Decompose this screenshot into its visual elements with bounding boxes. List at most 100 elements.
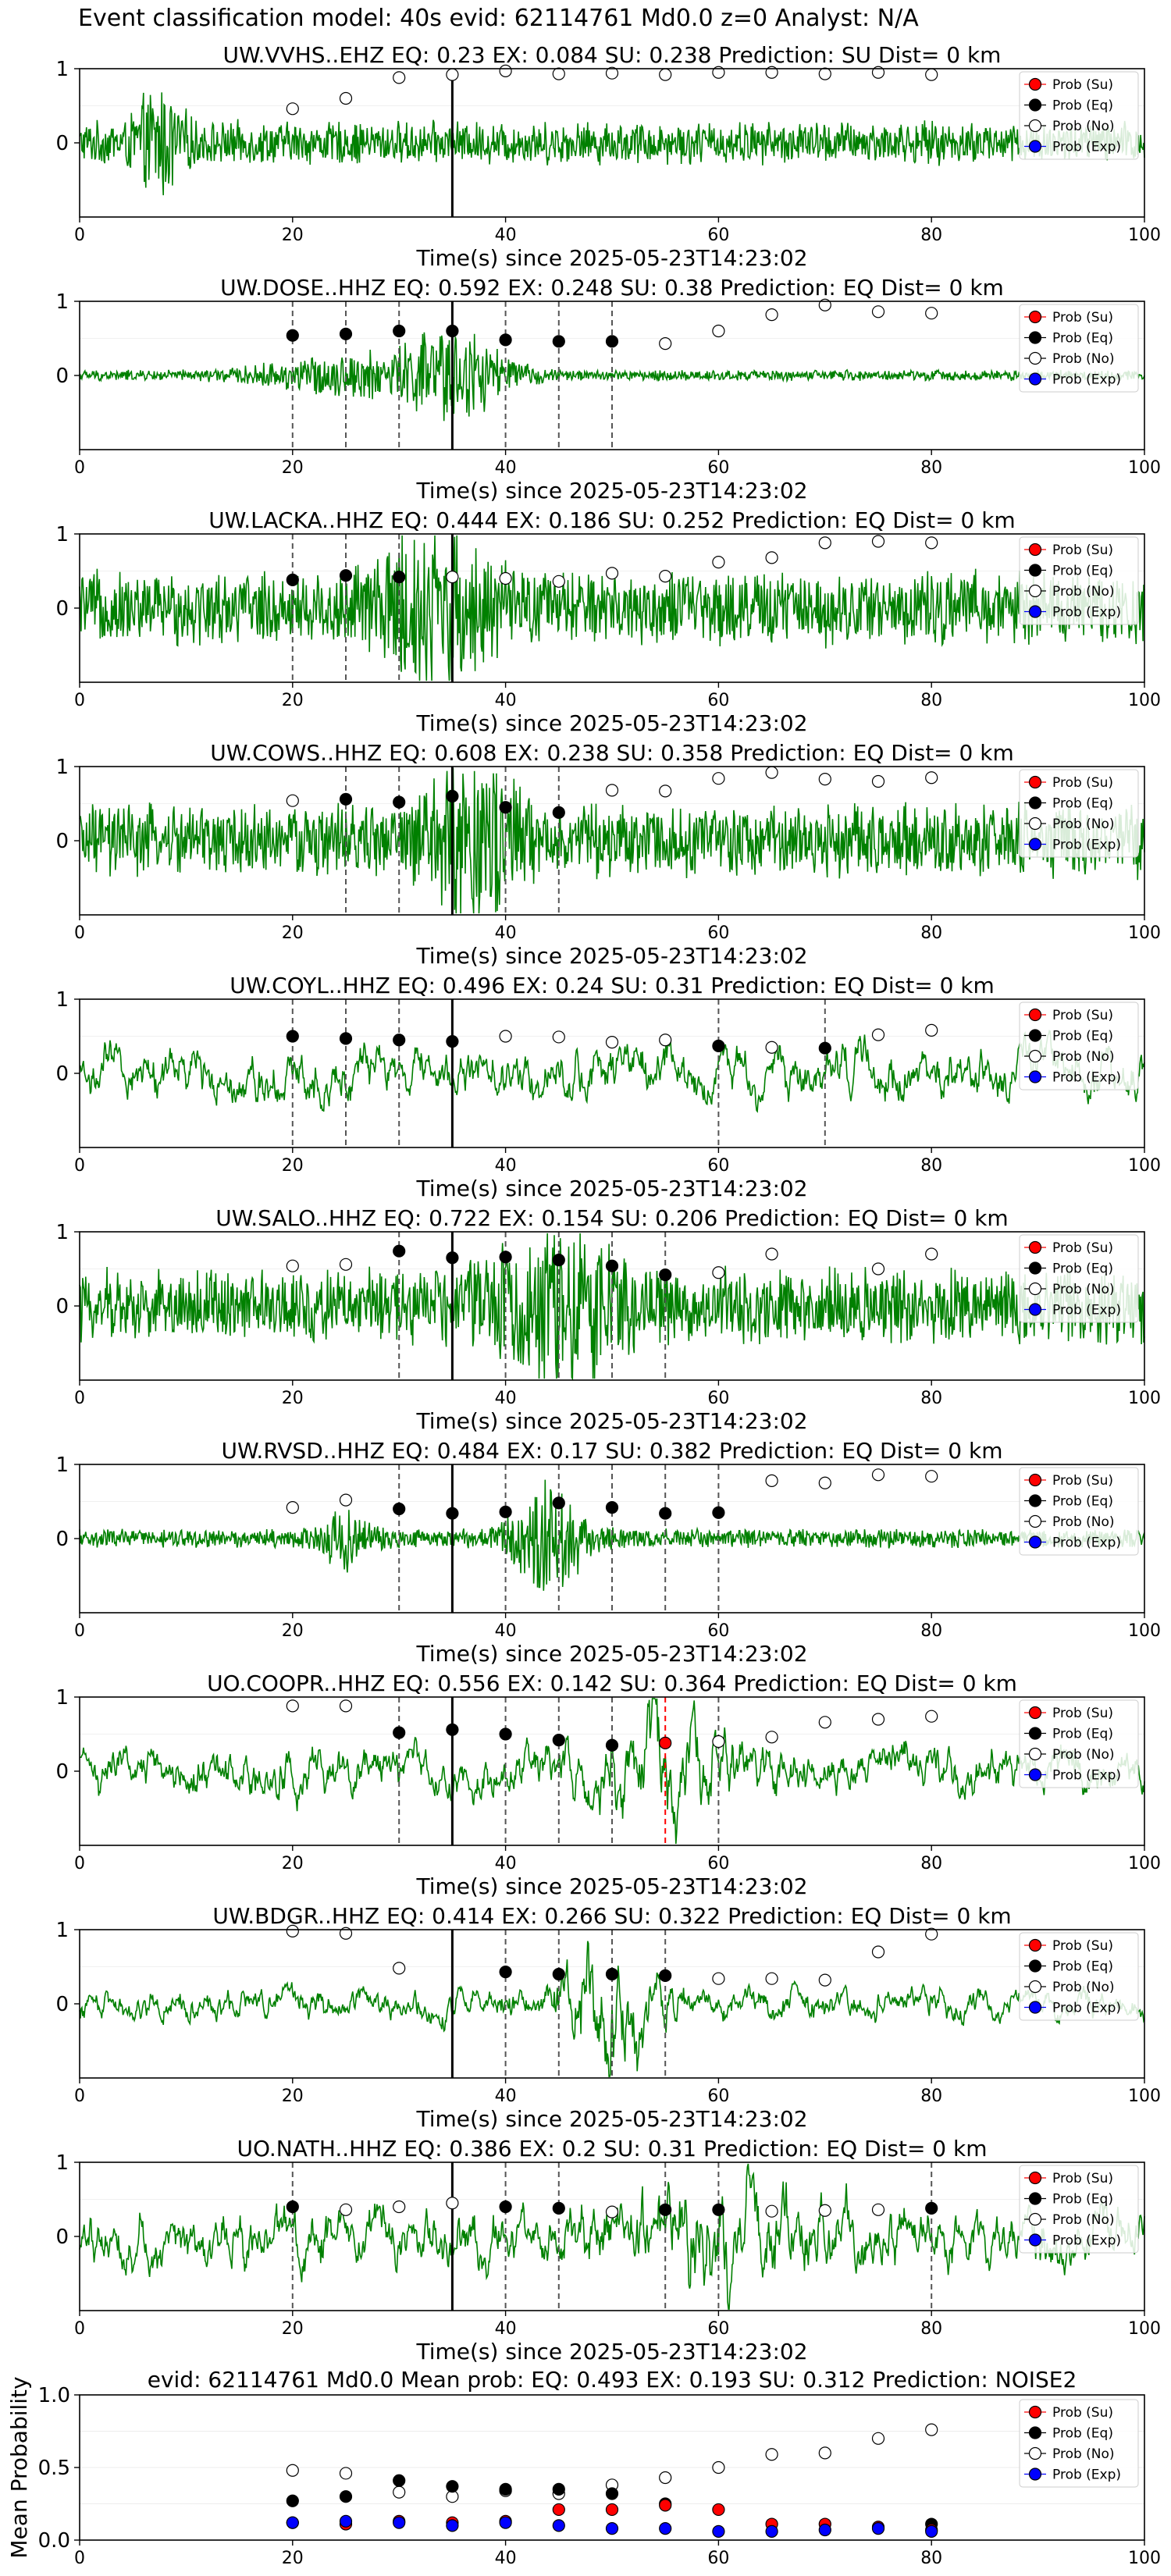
prob-marker-eq (393, 570, 406, 584)
waveform-trace-1 (79, 332, 1145, 422)
legend-marker (1028, 2171, 1042, 2185)
mean-marker-no (286, 2464, 299, 2477)
prob-marker-eq (393, 1502, 406, 1516)
prob-marker-no (871, 1262, 885, 1276)
prob-marker-no (339, 1493, 353, 1507)
prob-marker-no (871, 1028, 885, 1041)
y-tick-label: 0 (55, 1993, 69, 2016)
prob-marker-eq (605, 1738, 619, 1752)
prob-marker-no (339, 1258, 353, 1271)
mean-marker-exp (605, 2522, 619, 2535)
x-tick-label: 60 (707, 2087, 729, 2106)
y-tick-label: 0 (55, 1295, 69, 1318)
panel-title-1: UW.DOSE..HHZ EQ: 0.592 EX: 0.248 SU: 0.3… (220, 275, 1004, 301)
x-tick-label: 80 (920, 1156, 942, 1176)
prob-marker-no (393, 71, 406, 84)
x-tick-label: 20 (282, 1854, 304, 1873)
legend-label: Prob (No) (1052, 2212, 1115, 2228)
x-tick-label: 80 (920, 2319, 942, 2339)
legend-marker (1028, 2446, 1042, 2460)
mean-marker-exp (446, 2519, 459, 2532)
y-tick-label: 1 (55, 1919, 69, 1942)
waveform-trace-4 (79, 1029, 1145, 1113)
waveform-trace-3 (79, 767, 1145, 914)
x-tick-label: 20 (282, 923, 304, 943)
prob-marker-no (871, 535, 885, 548)
prob-marker-no (605, 2205, 619, 2218)
x-tick-label: 0 (74, 1854, 85, 1873)
legend-label: Prob (Eq) (1052, 1029, 1113, 1044)
legend-marker (1028, 1070, 1042, 1083)
x-tick-label: 80 (920, 923, 942, 943)
prob-marker-no (659, 1034, 672, 1047)
legend-label: Prob (No) (1052, 119, 1115, 134)
legend-box (1019, 1932, 1139, 2021)
prob-marker-eq (659, 1969, 672, 1982)
prob-marker-no (552, 67, 565, 80)
prob-marker-no (765, 1972, 778, 1985)
prob-marker-no (659, 785, 672, 798)
prob-marker-no (712, 66, 725, 79)
prob-marker-eq (659, 2203, 672, 2216)
legend-label: Prob (Eq) (1052, 564, 1113, 579)
prob-marker-no (818, 2204, 831, 2217)
x-axis-label: Time(s) since 2025-05-23T14:23:02 (415, 943, 807, 969)
legend-label: Prob (Su) (1052, 1706, 1113, 1721)
prob-marker-eq (605, 335, 619, 348)
x-tick-label: 80 (920, 1389, 942, 1408)
legend-marker (1028, 817, 1042, 831)
panel-title-4: UW.COYL..HHZ EQ: 0.496 EX: 0.24 SU: 0.31… (230, 973, 995, 998)
legend-marker (1028, 1959, 1042, 1973)
legend-marker (1028, 1282, 1042, 1296)
waveform-trace-0 (79, 92, 1145, 196)
x-tick-label: 80 (920, 691, 942, 710)
legend-marker (1028, 1938, 1042, 1952)
legend-marker (1028, 372, 1042, 386)
mean-marker-exp (925, 2524, 938, 2538)
legend-box (1019, 1234, 1139, 1323)
prob-marker-no (925, 771, 938, 785)
legend-marker (1028, 140, 1042, 153)
x-tick-label: 40 (495, 923, 517, 943)
x-tick-label: 20 (282, 226, 304, 245)
panel-title-5: UW.SALO..HHZ EQ: 0.722 EX: 0.154 SU: 0.2… (215, 1205, 1008, 1231)
legend-label: Prob (Su) (1052, 1938, 1113, 1954)
legend-3: Prob (Su) Prob (Eq) Prob (No) Prob (Exp) (1019, 769, 1139, 858)
legend-marker (1028, 838, 1042, 851)
x-tick-label: 40 (495, 1156, 517, 1176)
legend-marker (1028, 331, 1042, 344)
legend-label: Prob (Exp) (1052, 1070, 1121, 1086)
panel-title-6: UW.RVSD..HHZ EQ: 0.484 EX: 0.17 SU: 0.38… (221, 1438, 1002, 1464)
prob-marker-no (712, 1735, 725, 1749)
prob-marker-no (605, 784, 619, 797)
y-tick-label: 0 (55, 830, 69, 853)
prob-marker-eq (393, 1244, 406, 1258)
prob-marker-eq (499, 1251, 512, 1264)
prob-marker-eq (659, 1268, 672, 1282)
legend-label: Prob (Su) (1052, 77, 1113, 93)
x-tick-label: 0 (74, 458, 85, 478)
prob-marker-no (286, 1924, 299, 1937)
prob-marker-eq (499, 333, 512, 347)
prob-marker-no (286, 1259, 299, 1272)
legend-label: Prob (Eq) (1052, 796, 1113, 812)
x-tick-label: 100 (1128, 2319, 1161, 2339)
mean-marker-exp (393, 2516, 406, 2529)
x-tick-label: 20 (282, 691, 304, 710)
prob-marker-no (712, 772, 725, 785)
x-tick-label: 100 (1128, 458, 1161, 478)
x-tick-label: 100 (1128, 1156, 1161, 1176)
prob-marker-no (925, 1470, 938, 1483)
prob-marker-no (499, 571, 512, 585)
prob-marker-eq (499, 1505, 512, 1518)
x-tick-label: 40 (495, 691, 517, 710)
legend-label: Prob (No) (1052, 1282, 1115, 1297)
y-tick-label: 0 (55, 1062, 69, 1086)
y-tick-label: 0 (55, 1528, 69, 1551)
prob-marker-eq (552, 1967, 565, 1981)
x-tick-label: 0 (74, 691, 85, 710)
legend-marker (1028, 98, 1042, 112)
mean-marker-no (925, 2423, 938, 2436)
mean-marker-exp (871, 2522, 885, 2535)
prob-marker-no (765, 1474, 778, 1488)
